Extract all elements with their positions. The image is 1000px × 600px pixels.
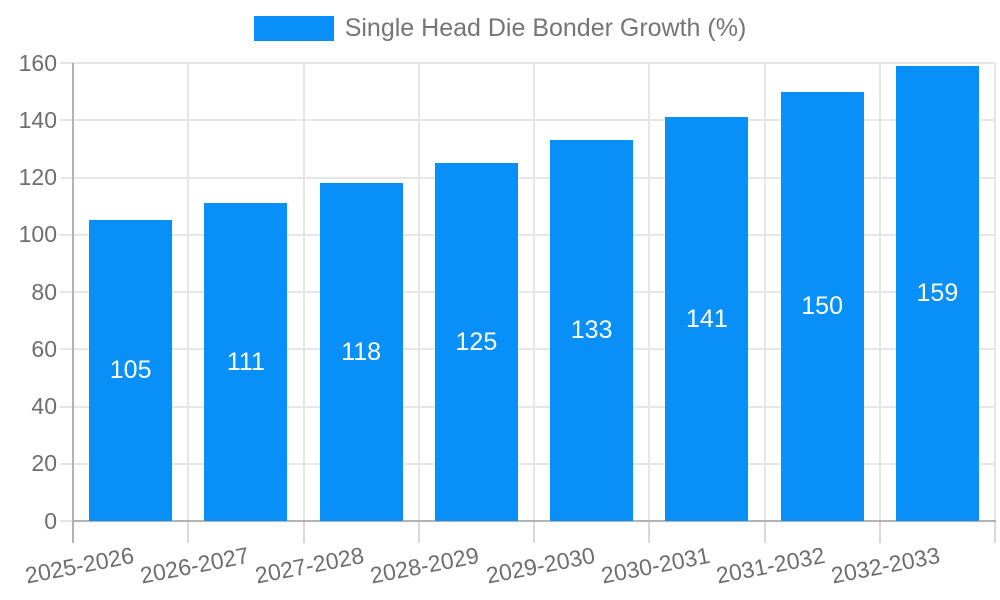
bar[interactable]: 133 bbox=[550, 140, 634, 521]
bar-value-label: 133 bbox=[570, 316, 613, 345]
x-axis-tick bbox=[648, 521, 651, 543]
y-gridline bbox=[60, 176, 995, 179]
legend-label: Single Head Die Bonder Growth (%) bbox=[344, 14, 747, 42]
x-gridline bbox=[533, 63, 535, 521]
bar[interactable]: 105 bbox=[89, 220, 173, 521]
x-axis-tick bbox=[302, 521, 305, 543]
x-gridline bbox=[417, 63, 420, 521]
bar-value-label: 159 bbox=[916, 278, 959, 307]
bar-value-label: 118 bbox=[341, 337, 382, 366]
x-axis-category-label: 2029-2030 bbox=[483, 542, 597, 589]
y-axis-tick-label: 40 bbox=[31, 393, 57, 419]
x-axis-category-label: 2025-2026 bbox=[22, 542, 136, 589]
x-gridline bbox=[878, 63, 881, 521]
chart-legend: Single Head Die Bonder Growth (%) bbox=[0, 14, 1000, 43]
y-gridline bbox=[60, 462, 995, 465]
x-gridline bbox=[994, 63, 996, 521]
y-axis-tick-label: 120 bbox=[18, 164, 57, 190]
x-axis-tick bbox=[533, 521, 535, 543]
y-axis-tick-label: 140 bbox=[18, 106, 57, 133]
bar[interactable]: 118 bbox=[319, 183, 403, 521]
y-axis-tick-label: 100 bbox=[18, 221, 57, 248]
bar[interactable]: 159 bbox=[895, 65, 979, 521]
y-axis-tick-label: 0 bbox=[44, 507, 57, 534]
y-axis-tick-label: 160 bbox=[18, 49, 57, 76]
x-axis-tick bbox=[417, 521, 420, 543]
bar-value-label: 150 bbox=[801, 291, 843, 320]
bar-value-label: 141 bbox=[686, 304, 728, 333]
y-axis-tick-label: 20 bbox=[31, 450, 57, 477]
bar-value-label: 111 bbox=[226, 347, 265, 376]
x-gridline bbox=[648, 63, 651, 521]
bar-value-label: 105 bbox=[109, 356, 152, 385]
x-axis-tick bbox=[187, 521, 190, 543]
x-axis-line bbox=[72, 520, 996, 522]
x-gridline bbox=[763, 63, 766, 521]
bar[interactable]: 125 bbox=[434, 163, 518, 521]
y-gridline bbox=[60, 119, 995, 122]
y-gridline bbox=[60, 62, 995, 64]
y-axis-tick-label: 60 bbox=[31, 335, 57, 362]
y-axis-line bbox=[72, 63, 74, 543]
y-gridline bbox=[60, 291, 995, 293]
y-gridline bbox=[60, 348, 995, 351]
x-axis-tick bbox=[878, 521, 881, 543]
x-axis-category-label: 2032-2033 bbox=[829, 542, 943, 589]
y-gridline bbox=[60, 405, 995, 408]
bar[interactable]: 150 bbox=[780, 91, 864, 521]
bar[interactable]: 141 bbox=[665, 117, 749, 521]
x-axis-category-label: 2031-2032 bbox=[714, 542, 828, 589]
bar[interactable]: 111 bbox=[204, 203, 288, 521]
x-axis-tick bbox=[763, 521, 766, 543]
x-axis-category-label: 2027-2028 bbox=[253, 542, 367, 589]
x-gridline bbox=[302, 63, 305, 521]
x-axis-tick bbox=[994, 521, 996, 543]
x-axis-category-label: 2026-2027 bbox=[137, 542, 251, 589]
y-axis-tick-label: 80 bbox=[31, 278, 57, 305]
x-gridline bbox=[187, 63, 190, 521]
x-axis-category-label: 2030-2031 bbox=[598, 542, 712, 589]
y-gridline bbox=[60, 233, 995, 236]
bar-value-label: 125 bbox=[455, 327, 498, 356]
legend-swatch bbox=[253, 16, 334, 41]
x-axis-category-label: 2028-2029 bbox=[368, 542, 482, 589]
